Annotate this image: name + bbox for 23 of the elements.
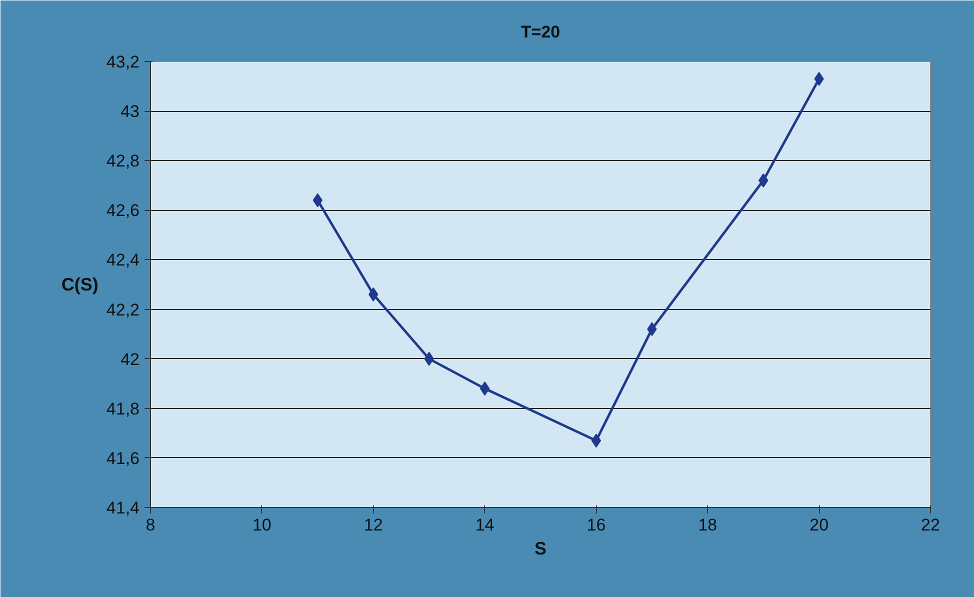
y-tick-label: 42,6: [106, 201, 140, 220]
y-tick-label: 41,6: [106, 448, 140, 468]
x-tick-label: 20: [810, 516, 829, 534]
chart-title: T=20: [520, 22, 560, 42]
y-tick-label: 42: [120, 350, 140, 369]
x-tick-label: 22: [921, 516, 940, 534]
x-tick-label: 16: [586, 516, 606, 534]
y-axis-title: C(S): [61, 274, 98, 294]
point: [480, 382, 490, 396]
y-tick-label: 41,8: [106, 399, 140, 418]
x-tick-label: 12: [364, 516, 383, 534]
point: [591, 434, 602, 448]
y-tick-label: 42,2: [106, 300, 140, 320]
x-tick-label: 8: [146, 516, 156, 534]
x-tick-label: 10: [252, 516, 272, 534]
y-tick-label: 43,2: [106, 52, 140, 72]
y-tick-label: 43: [120, 102, 140, 122]
x-tick-label: 14: [475, 516, 494, 534]
y-tick-label: 41,4: [106, 498, 140, 518]
y-tick-label: 42,4: [106, 250, 140, 270]
x-axis-title: S: [534, 538, 547, 558]
y-tick-label: 42,8: [106, 152, 140, 171]
x-tick-label: 18: [698, 516, 718, 534]
